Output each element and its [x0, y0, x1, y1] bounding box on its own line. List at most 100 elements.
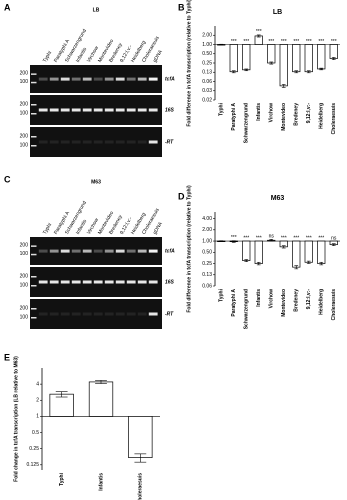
y-tick-label: 0.25 [202, 60, 212, 66]
x-tick-label: Infantis [256, 103, 262, 121]
gel-band [148, 312, 158, 316]
gel-band [49, 249, 59, 253]
gel-band [60, 249, 70, 253]
y-tick-label: 0.50 [202, 250, 212, 256]
y-tick-label: 1.00 [202, 238, 212, 244]
significance-label: *** [281, 235, 287, 241]
gel-band [126, 77, 136, 81]
size-marker: 200 [20, 71, 29, 77]
gel-band [137, 249, 147, 253]
row-label: tcfA [165, 248, 175, 254]
significance-label: *** [231, 39, 237, 45]
size-marker: 100 [20, 110, 29, 116]
gel-band [82, 108, 92, 112]
gel-band [38, 140, 48, 144]
gel-band [115, 312, 125, 316]
gel-band [93, 249, 103, 253]
y-tick-label: 0.5 [32, 430, 39, 436]
gel-band [60, 108, 70, 112]
gel-band [148, 140, 158, 144]
bar [304, 240, 313, 263]
y-tick-label: 0.25 [202, 261, 212, 267]
x-tick-label: Heidelberg [319, 103, 325, 129]
gel-band [126, 312, 136, 316]
gel-band [82, 280, 92, 284]
gel-band [148, 249, 158, 253]
y-tick-label: 2.00 [202, 227, 212, 233]
y-tick-label: 0.03 [202, 88, 212, 94]
size-marker: 200 [20, 305, 29, 311]
size-marker: 200 [20, 243, 29, 249]
gel-band [93, 312, 103, 316]
size-marker: 100 [20, 314, 29, 320]
bar [229, 44, 238, 73]
x-tick-label: 9,12:l,v:- [306, 103, 312, 124]
significance-label: *** [243, 39, 249, 45]
gel-band [148, 280, 158, 284]
significance-label: *** [318, 39, 324, 45]
x-tick-label: Paratyphi A [231, 289, 237, 317]
gel-image [30, 299, 162, 329]
ladder-band [31, 245, 37, 247]
bar [88, 381, 114, 417]
y-tick-label: 4 [36, 381, 39, 387]
x-tick-label: Bredeney [294, 289, 300, 312]
gel-band [49, 108, 59, 112]
x-tick-label: Montevideo [281, 289, 287, 317]
gel-band [38, 280, 48, 284]
panel-letter: A [4, 2, 11, 12]
gel-band [137, 312, 147, 316]
gel-band [49, 77, 59, 81]
gel-band [60, 140, 70, 144]
x-tick-label: Heidelberg [319, 289, 325, 315]
y-axis-label: Fold change in tcfA transcription (LB re… [13, 356, 19, 482]
bar [254, 240, 263, 264]
gel-band [60, 77, 70, 81]
bar [49, 393, 74, 417]
gel-band [104, 249, 114, 253]
gel-band [115, 280, 125, 284]
ladder-band [31, 81, 37, 84]
ladder-band [31, 308, 37, 310]
bar [267, 44, 276, 64]
ladder-band [31, 145, 37, 147]
gel-title: LB [93, 7, 100, 13]
gel-band [104, 77, 114, 81]
significance-label: *** [256, 235, 262, 241]
bar [242, 44, 251, 71]
significance-label: *** [331, 39, 337, 45]
gel-band [126, 108, 136, 112]
significance-label: *** [281, 39, 287, 45]
gel-band [126, 249, 136, 253]
y-tick-label: 1 [36, 414, 39, 420]
gel-band [104, 312, 114, 316]
panel-letter: E [4, 352, 10, 362]
x-tick-label: Typhi [219, 102, 225, 116]
bar [242, 240, 251, 261]
gel-band [137, 140, 147, 144]
gel-band [104, 108, 114, 112]
significance-label: *** [293, 39, 299, 45]
y-tick-label: 0.50 [202, 51, 212, 57]
x-tick-label: Virchow [269, 103, 275, 122]
bar [292, 240, 301, 268]
gel-title: M63 [91, 179, 101, 185]
significance-label: ns [331, 235, 337, 241]
bar [317, 240, 326, 264]
x-tick-label: Schwarzengrund [244, 103, 250, 143]
bar [128, 416, 153, 458]
row-label: -RT [165, 311, 174, 317]
lane-label: gDNA [152, 221, 164, 236]
gel-band [49, 280, 59, 284]
row-label: 16S [165, 279, 175, 285]
significance-label: *** [243, 235, 249, 241]
y-tick-label: 1.00 [202, 42, 212, 48]
ladder-band [31, 276, 37, 278]
gel-band [38, 108, 48, 112]
gel-band [93, 140, 103, 144]
gel-band [104, 280, 114, 284]
x-tick-label: Infantis [98, 473, 104, 491]
gel-band [71, 280, 81, 284]
y-tick-label: 0.02 [202, 97, 212, 103]
gel-band [38, 249, 48, 253]
